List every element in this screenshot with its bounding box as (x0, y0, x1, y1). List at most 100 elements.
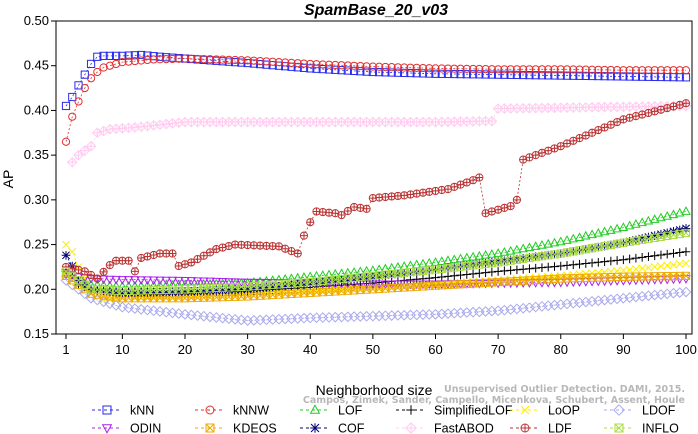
data-point (199, 284, 208, 293)
data-point (512, 70, 522, 80)
data-point (187, 54, 196, 63)
data-point (488, 207, 496, 216)
data-point (287, 58, 296, 67)
data-point (669, 260, 678, 269)
data-point (363, 205, 371, 213)
data-point (525, 65, 534, 74)
data-point (343, 274, 353, 284)
data-point (281, 58, 290, 67)
data-point (137, 56, 146, 65)
data-point (68, 92, 77, 102)
data-point (124, 288, 133, 298)
data-point (463, 178, 471, 187)
data-point (519, 70, 528, 80)
data-point (117, 276, 128, 285)
data-point (143, 252, 152, 261)
data-point (543, 262, 553, 272)
data-point (312, 288, 321, 297)
data-point (437, 281, 446, 290)
data-point (531, 65, 540, 74)
data-point (112, 286, 121, 295)
data-point (68, 247, 77, 256)
data-point (619, 66, 628, 75)
data-point (368, 285, 377, 294)
data-point (137, 50, 146, 60)
legend-label: ODIN (130, 422, 161, 434)
data-point (669, 249, 678, 258)
data-point (644, 263, 653, 272)
data-point (425, 266, 434, 275)
data-point (462, 279, 471, 289)
data-point (218, 283, 227, 292)
data-point (193, 284, 202, 293)
data-point (562, 65, 572, 74)
data-point (306, 218, 314, 226)
data-point (181, 260, 189, 268)
data-point (518, 243, 528, 253)
legend-item-fastabod: FastABOD (396, 422, 494, 434)
y-axis: 0.15 0.20 0.25 0.30 0.35 0.40 0.45 0.50 (24, 13, 56, 341)
data-point (600, 257, 609, 266)
data-point (137, 254, 145, 262)
data-point (619, 72, 628, 81)
data-point (587, 65, 597, 74)
data-point (381, 271, 390, 280)
data-point (532, 151, 540, 159)
data-point (437, 69, 446, 78)
data-point (512, 276, 522, 286)
x-tick-label: 100 (675, 342, 697, 357)
data-point (375, 271, 384, 280)
data-point (606, 65, 615, 75)
data-point (494, 258, 503, 267)
data-point (243, 284, 252, 294)
data-point (312, 64, 321, 73)
data-point (681, 224, 691, 233)
data-point (682, 99, 690, 107)
data-point (393, 269, 403, 278)
data-point (569, 274, 578, 283)
data-point (613, 118, 621, 126)
data-point (193, 54, 202, 64)
data-point (556, 65, 565, 74)
data-point (142, 276, 153, 286)
data-point (456, 262, 465, 271)
data-point (130, 122, 140, 133)
data-point (423, 309, 435, 320)
data-point (61, 267, 71, 276)
data-point (337, 286, 346, 296)
series-line (71, 105, 686, 163)
data-point (381, 62, 390, 72)
series-ldof (60, 274, 692, 326)
x-tick-label: 20 (178, 342, 192, 357)
data-point (380, 310, 391, 322)
data-point (243, 56, 252, 65)
data-point (218, 243, 227, 252)
data-point (205, 286, 215, 296)
data-point (556, 261, 566, 271)
data-point (287, 279, 296, 288)
data-point (499, 246, 510, 256)
data-point (393, 63, 403, 72)
data-point (587, 229, 597, 239)
legend-marker (101, 424, 113, 434)
data-point (412, 69, 421, 78)
data-point (400, 68, 409, 77)
data-point (544, 71, 553, 80)
data-point (625, 72, 634, 81)
data-point (418, 282, 428, 291)
data-point (494, 206, 502, 214)
data-point (155, 288, 165, 297)
y-axis-title: AP (0, 170, 16, 189)
data-point (574, 232, 585, 241)
data-point (293, 63, 302, 72)
data-point (349, 273, 359, 282)
data-point (644, 272, 653, 281)
data-point (162, 285, 171, 294)
legend-item-kdeos: KDEOS (195, 422, 277, 434)
data-point (481, 278, 490, 287)
data-point (124, 286, 133, 295)
data-point (531, 71, 540, 80)
data-point (412, 267, 421, 276)
data-point (481, 209, 490, 217)
